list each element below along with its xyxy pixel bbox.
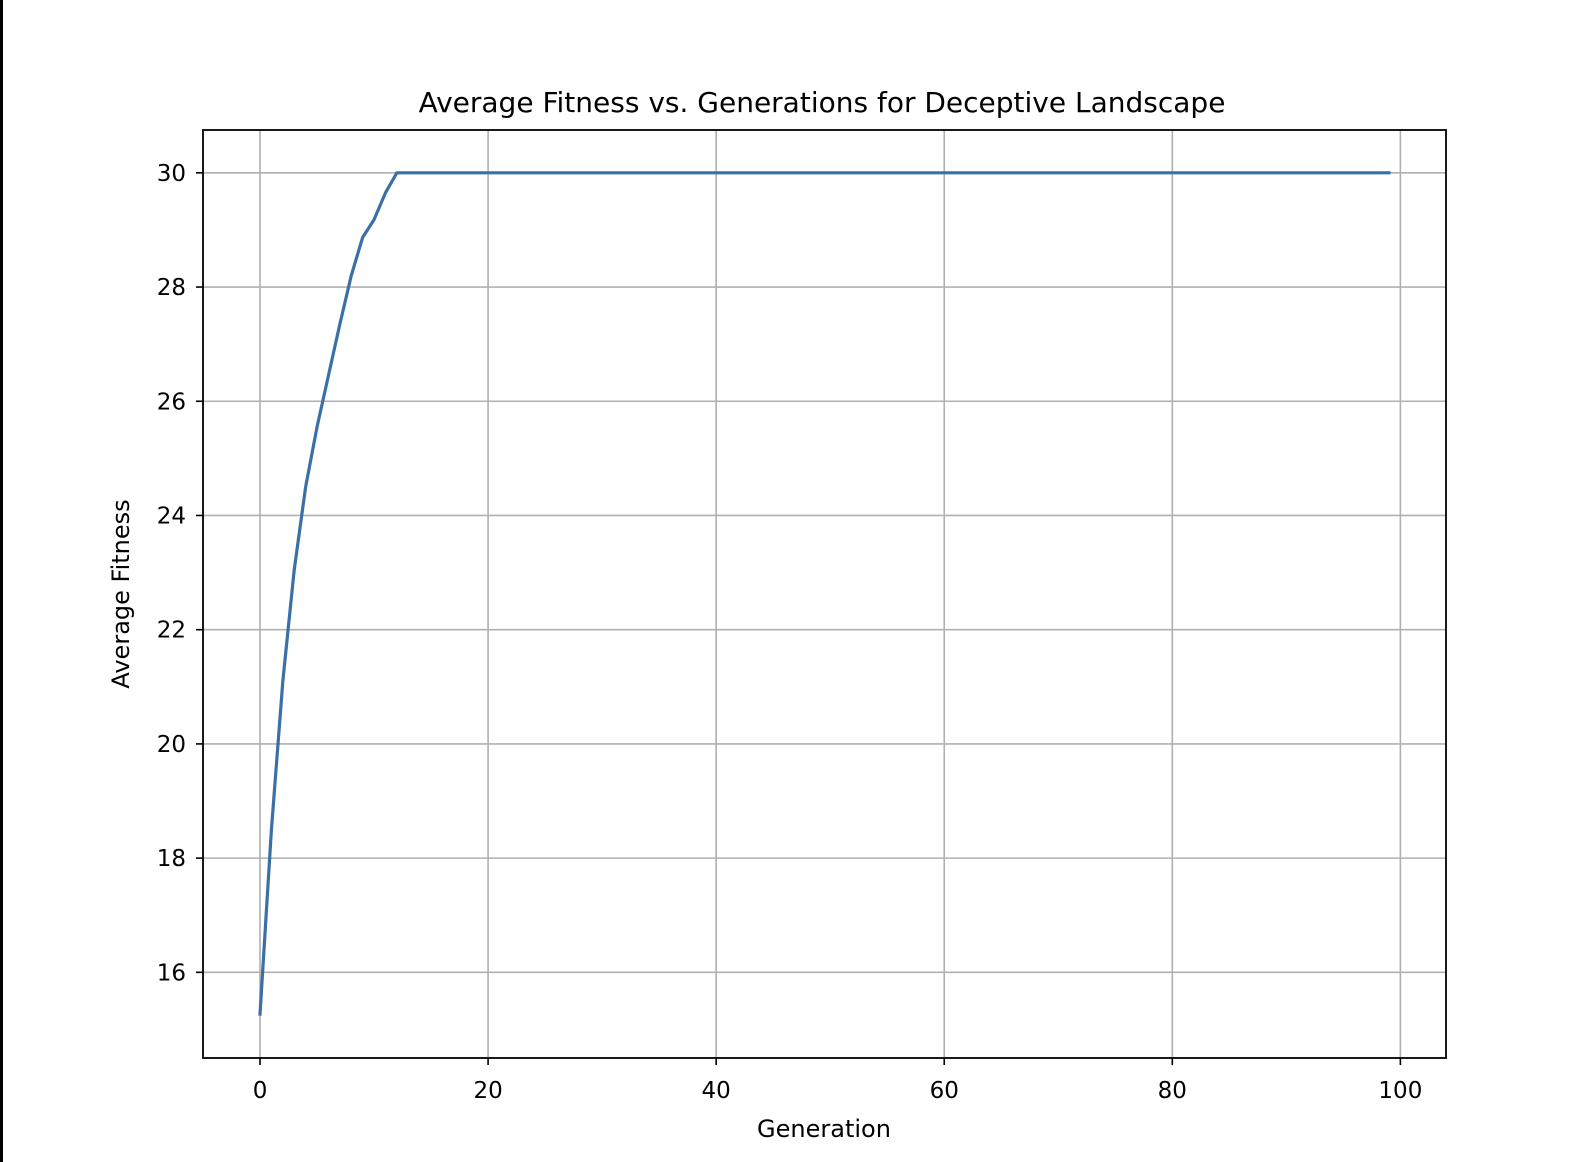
x-tick-label: 80 bbox=[1158, 1078, 1187, 1104]
y-tick-label: 24 bbox=[157, 503, 186, 529]
x-tick-label: 40 bbox=[702, 1078, 731, 1104]
y-tick-label: 18 bbox=[157, 846, 186, 872]
x-axis-label: Generation bbox=[757, 1115, 891, 1143]
y-tick-label: 22 bbox=[157, 618, 186, 644]
y-tick-label: 30 bbox=[157, 161, 186, 187]
y-tick-label: 28 bbox=[157, 275, 186, 301]
y-tick-label: 20 bbox=[157, 732, 186, 758]
series-layer bbox=[258, 171, 1391, 1016]
y-axis-label: Average Fitness bbox=[107, 499, 135, 688]
grid-layer bbox=[203, 130, 1446, 1058]
chart-title: Average Fitness vs. Generations for Dece… bbox=[419, 86, 1226, 119]
x-tick-label: 20 bbox=[473, 1078, 502, 1104]
axes-frame bbox=[202, 129, 1447, 1059]
x-tick-label: 60 bbox=[930, 1078, 959, 1104]
y-tick-label: 26 bbox=[157, 389, 186, 415]
series-line bbox=[258, 171, 1391, 1016]
x-tick-label: 0 bbox=[253, 1078, 268, 1104]
tick-layer: 0 20 40 60 80 100 16 18 20 22 24 26 28 30 bbox=[157, 161, 1423, 1104]
x-tick-label: 100 bbox=[1378, 1078, 1422, 1104]
left-edge-line bbox=[0, 0, 3, 1162]
y-tick-label: 16 bbox=[157, 960, 186, 986]
